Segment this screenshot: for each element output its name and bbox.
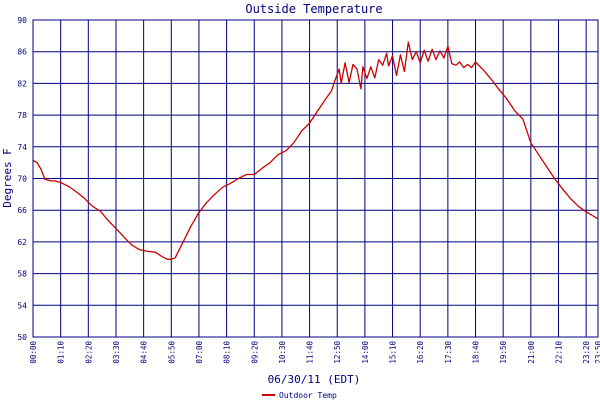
y-tick-label: 78 [17,111,27,120]
x-axis-ticks: 00:00 01:10 02:20 03:30 04:40 05:50 07:00 08:10… [29,341,600,364]
x-tick-label: 04:40 [140,341,149,364]
x-tick-label: 10:30 [278,341,287,364]
x-tick-label: 12:50 [333,341,342,364]
x-tick-label: 19:50 [499,341,508,364]
x-tick-label: 22:10 [554,341,563,364]
x-tick-label: 11:40 [306,341,315,364]
x-tick-label: 23:20 [582,341,591,364]
y-tick-label: 74 [17,143,27,152]
x-tick-label: 02:20 [84,341,93,364]
y-tick-label: 66 [17,206,27,215]
chart-title: Outside Temperature [245,2,382,16]
y-axis-label: Degrees F [1,148,14,208]
x-tick-label: 16:20 [416,341,425,364]
y-tick-label: 82 [17,79,27,88]
x-tick-label: 21:00 [527,341,536,364]
y-tick-label: 54 [17,301,27,310]
y-axis-ticks: 50 54 58 62 66 70 74 78 82 86 90 [17,16,27,342]
x-tick-label: 23:50 [594,341,600,364]
x-tick-label: 09:20 [250,341,259,364]
y-tick-label: 62 [17,238,27,247]
x-tick-label: 07:00 [195,341,204,364]
y-tick-label: 90 [17,16,27,25]
y-tick-label: 50 [17,333,27,342]
x-tick-label: 18:40 [472,341,481,364]
series-line-outdoor-temp [32,41,599,260]
grid [32,19,599,338]
series-layer [32,41,599,260]
legend-label: Outdoor Temp [279,391,337,400]
x-tick-label: 03:30 [112,341,121,364]
y-tick-label: 58 [17,270,27,279]
x-tick-label: 05:50 [167,341,176,364]
plot-frame [32,19,599,338]
x-tick-label: 15:10 [389,341,398,364]
x-tick-label: 00:00 [29,341,38,364]
x-tick-label: 17:30 [444,341,453,364]
legend: Outdoor Temp [262,391,337,400]
x-axis-label: 06/30/11 (EDT) [268,373,361,386]
y-tick-label: 86 [17,48,27,57]
x-tick-label: 14:00 [361,341,370,364]
x-tick-label: 01:10 [57,341,66,364]
y-tick-label: 70 [17,175,27,184]
x-tick-label: 08:10 [223,341,232,364]
